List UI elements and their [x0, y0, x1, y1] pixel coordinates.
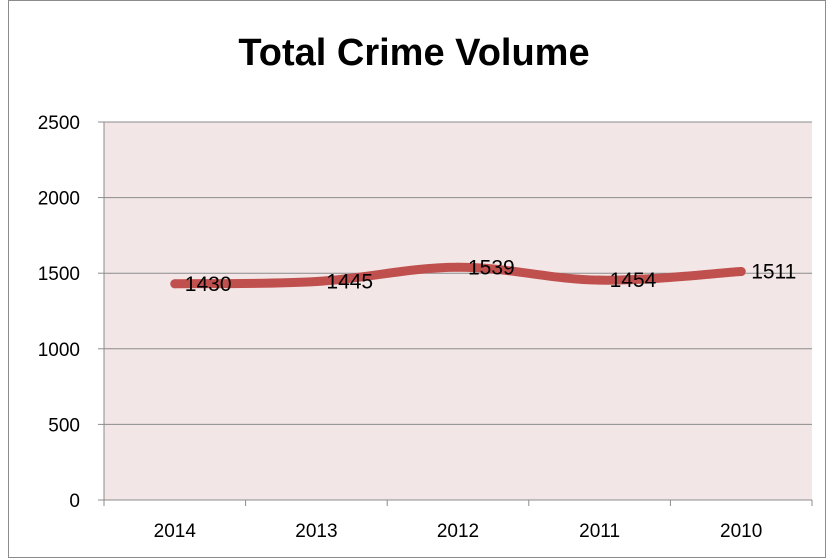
chart-title: Total Crime Volume	[238, 32, 590, 74]
x-tick-label-2011: 2011	[579, 521, 620, 542]
data-labels: 1430 1445 1539 1454 1511	[185, 256, 797, 295]
y-axis-tick-labels: 0 500 1000 1500 2000 2500	[38, 113, 80, 512]
x-tick-label-2013: 2013	[295, 521, 337, 542]
x-tick-label-2012: 2012	[437, 521, 479, 542]
data-label-2014: 1430	[185, 273, 232, 296]
data-label-2010: 1511	[751, 261, 796, 284]
x-tick-label-2010: 2010	[720, 521, 762, 542]
y-tick-label-0: 0	[69, 491, 80, 512]
data-point-2011	[595, 275, 605, 285]
y-tick-label-500: 500	[48, 415, 80, 436]
y-tick-label-2000: 2000	[38, 189, 80, 210]
series-layer	[170, 262, 746, 289]
y-tick-label-2500: 2500	[38, 113, 80, 134]
data-label-2013: 1445	[326, 271, 373, 294]
data-point-2014	[170, 279, 180, 289]
x-axis-tick-labels: 2014 2013 2012 2011 2010	[154, 521, 763, 542]
plot-area	[104, 122, 812, 500]
x-tick-label-2014: 2014	[154, 521, 197, 542]
data-point-2010	[736, 267, 746, 277]
y-tick-label-1000: 1000	[38, 340, 80, 361]
y-tick-label-1500: 1500	[38, 264, 80, 285]
data-point-2012	[453, 262, 463, 272]
data-label-2012: 1539	[468, 256, 515, 279]
data-label-2011: 1454	[610, 269, 657, 292]
axes	[98, 121, 813, 506]
data-point-2013	[311, 277, 321, 287]
